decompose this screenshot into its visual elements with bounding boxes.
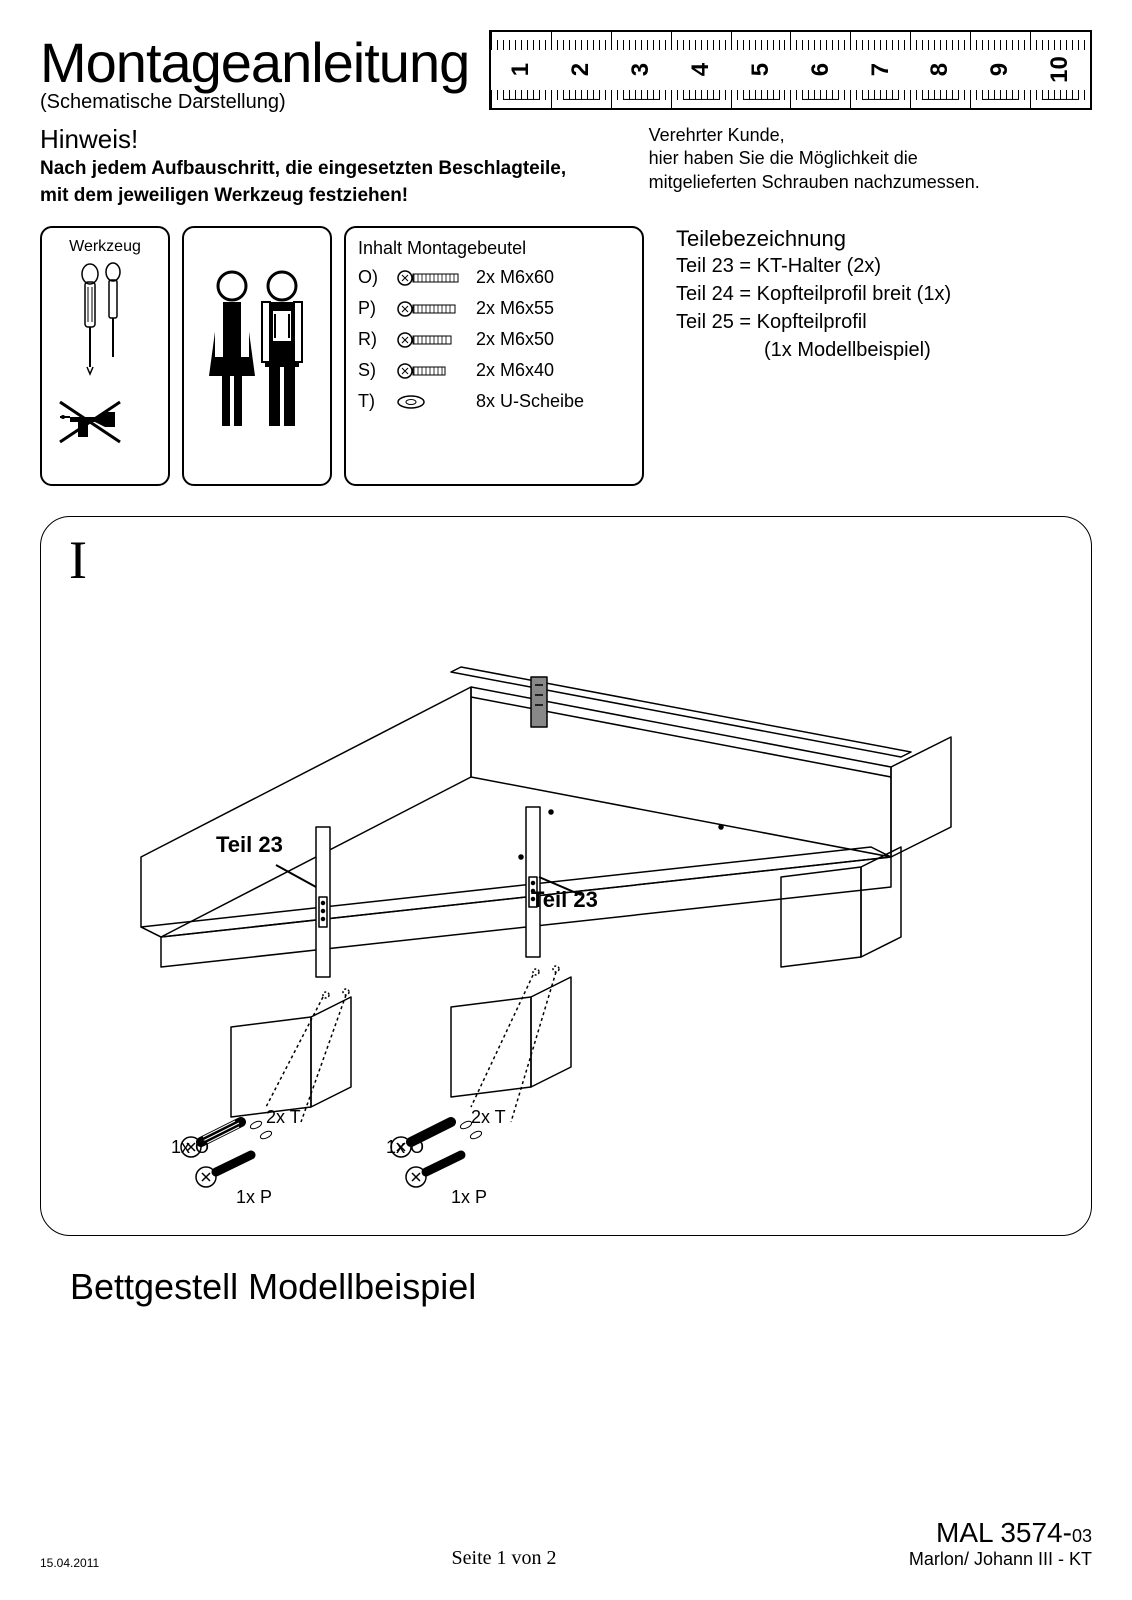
hardware-callout: 2x T bbox=[266, 1107, 301, 1128]
customer-line-1: Verehrter Kunde, bbox=[649, 124, 980, 147]
parts-line: Teil 25 = Kopfteilprofil bbox=[676, 308, 951, 336]
screw-icon bbox=[196, 1155, 251, 1187]
tools-label: Werkzeug bbox=[54, 238, 156, 256]
bag-row: O)2x M6x60 bbox=[358, 267, 630, 288]
footer-model: Marlon/ Johann III - KT bbox=[909, 1549, 1092, 1570]
customer-line-2: hier haben Sie die Möglichkeit die bbox=[649, 147, 980, 170]
customer-line-3: mitgelieferten Schrauben nachzumessen. bbox=[649, 171, 980, 194]
parts-list: Teilebezeichnung Teil 23 = KT-Halter (2x… bbox=[676, 226, 951, 364]
parts-title: Teilebezeichnung bbox=[676, 226, 951, 252]
parts-line-indent: (1x Modellbeispiel) bbox=[676, 336, 951, 364]
step-number: I bbox=[69, 529, 87, 591]
ruler: 12345678910 bbox=[489, 30, 1092, 110]
hardware-callout: 1x O bbox=[171, 1137, 209, 1158]
hardware-callout: 1x P bbox=[236, 1187, 272, 1208]
bag-row: R)2x M6x50 bbox=[358, 329, 630, 350]
tools-icon bbox=[55, 262, 155, 462]
page-title: Montageanleitung bbox=[40, 30, 469, 95]
screw-icon bbox=[406, 1155, 461, 1187]
bag-row: T)8x U-Scheibe bbox=[358, 391, 630, 412]
hardware-callout: 1x O bbox=[386, 1137, 424, 1158]
notice-title: Hinweis! bbox=[40, 124, 619, 155]
footer-page: Seite 1 von 2 bbox=[452, 1547, 557, 1570]
notice-text-1: Nach jedem Aufbauschritt, die eingesetzt… bbox=[40, 157, 619, 182]
parts-line: Teil 24 = Kopfteilprofil breit (1x) bbox=[676, 280, 951, 308]
footer-docnum: MAL 3574-03 bbox=[909, 1517, 1092, 1549]
bottom-title: Bettgestell Modellbeispiel bbox=[70, 1266, 1092, 1308]
part-label-23a: Teil 23 bbox=[216, 832, 283, 858]
people-icon bbox=[197, 266, 317, 446]
hardware-bag-box: Inhalt Montagebeutel O)2x M6x60 P)2x M6x5… bbox=[344, 226, 644, 486]
step-1-box: I bbox=[40, 516, 1092, 1236]
bag-title: Inhalt Montagebeutel bbox=[358, 238, 630, 259]
bag-row: S)2x M6x40 bbox=[358, 360, 630, 381]
hardware-callout: 2x T bbox=[471, 1107, 506, 1128]
bag-row: P)2x M6x55 bbox=[358, 298, 630, 319]
hardware-callout: 1x P bbox=[451, 1187, 487, 1208]
footer-date: 15.04.2011 bbox=[40, 1556, 99, 1570]
notice-text-2: mit dem jeweiligen Werkzeug festziehen! bbox=[40, 184, 619, 209]
people-box bbox=[182, 226, 332, 486]
tools-box: Werkzeug bbox=[40, 226, 170, 486]
parts-line: Teil 23 = KT-Halter (2x) bbox=[676, 252, 951, 280]
part-label-23b: Teil 23 bbox=[531, 887, 598, 913]
